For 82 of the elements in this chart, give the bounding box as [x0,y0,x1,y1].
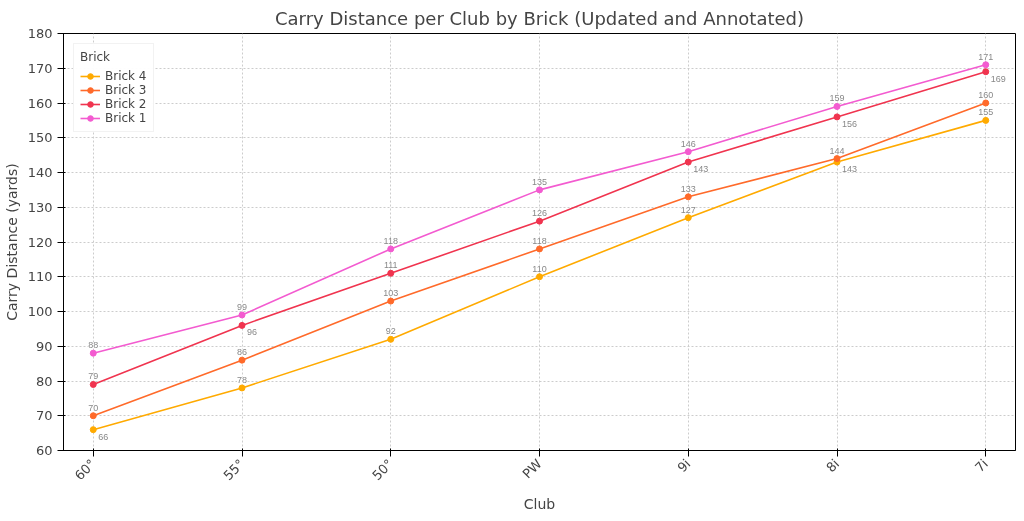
data-label: 110 [532,263,547,274]
y-tick-label: 170 [27,60,53,76]
y-tick-label: 130 [27,199,53,215]
data-label: 156 [842,118,858,129]
point [387,297,395,305]
point [684,214,692,222]
point [833,113,841,121]
data-label: 111 [383,260,398,271]
point [387,245,395,253]
data-label: 66 [98,431,109,442]
x-tick-label: PW [519,456,545,482]
point [89,412,97,420]
point [89,380,97,388]
x-tick-label: 55° [220,456,248,484]
point [387,269,395,277]
y-tick-label: 140 [27,165,53,180]
y-tick-label: 70 [35,408,53,424]
x-axis-title: Club [523,496,556,513]
point [982,99,990,107]
point [238,356,246,364]
data-label: 88 [88,340,99,351]
y-tick-label: 60 [35,443,53,458]
data-label: 146 [680,138,696,149]
data-label: 96 [247,327,258,338]
x-tick-label: 8i [823,456,843,476]
data-label: 78 [236,374,248,385]
data-label: 118 [383,235,398,246]
point [684,148,692,156]
x-tick-label: 60° [71,456,99,484]
data-label: 99 [236,301,248,312]
x-tick-label: 50° [369,456,397,484]
data-label: 155 [978,107,994,118]
chart-title: Carry Distance per Club by Brick (Updated and Annotated) [275,7,804,29]
point [238,321,246,329]
point [833,102,841,110]
point [238,384,246,392]
y-tick-label: 150 [27,130,53,146]
legend-label: Brick 3 [105,83,147,97]
data-label: 126 [531,208,548,219]
y-tick-label: 180 [27,26,53,41]
y-axis-title: Carry Distance (yards) [3,163,20,321]
data-label: 103 [383,288,399,299]
y-tick-label: 80 [35,373,53,389]
data-label: 135 [531,176,548,187]
point [89,349,97,357]
data-label: 79 [88,371,99,382]
data-label: 92 [385,326,396,337]
data-label: 143 [693,164,709,175]
point [387,335,395,343]
point [536,186,543,194]
point [684,193,692,201]
point [684,158,692,166]
x-tick-label: 9i [674,456,694,476]
data-label: 143 [842,164,858,175]
y-tick-label: 110 [27,269,53,285]
data-label: 70 [88,402,99,413]
x-tick-label: 7i [972,456,992,476]
data-label: 118 [532,235,547,246]
legend-label: Brick 4 [105,69,147,83]
point [982,61,990,69]
point [982,68,990,76]
point [982,116,990,124]
data-label: 133 [680,183,696,194]
point [89,426,97,434]
data-label: 144 [829,145,845,156]
data-label: 171 [978,51,994,62]
y-tick-label: 100 [27,304,53,319]
data-label: 160 [978,90,994,100]
y-tick-label: 160 [27,95,53,111]
legend-title: Brick [80,50,112,64]
point [536,245,543,253]
legend-label: Brick 2 [105,97,147,111]
data-label: 127 [680,204,696,215]
legend-label: Brick 1 [105,111,147,125]
data-label: 159 [829,93,845,104]
point [536,217,543,225]
y-tick-label: 120 [27,234,53,250]
point [536,273,543,281]
point [238,311,246,319]
y-tick-label: 90 [35,338,53,354]
data-label: 86 [236,347,248,358]
data-label: 169 [990,73,1006,84]
